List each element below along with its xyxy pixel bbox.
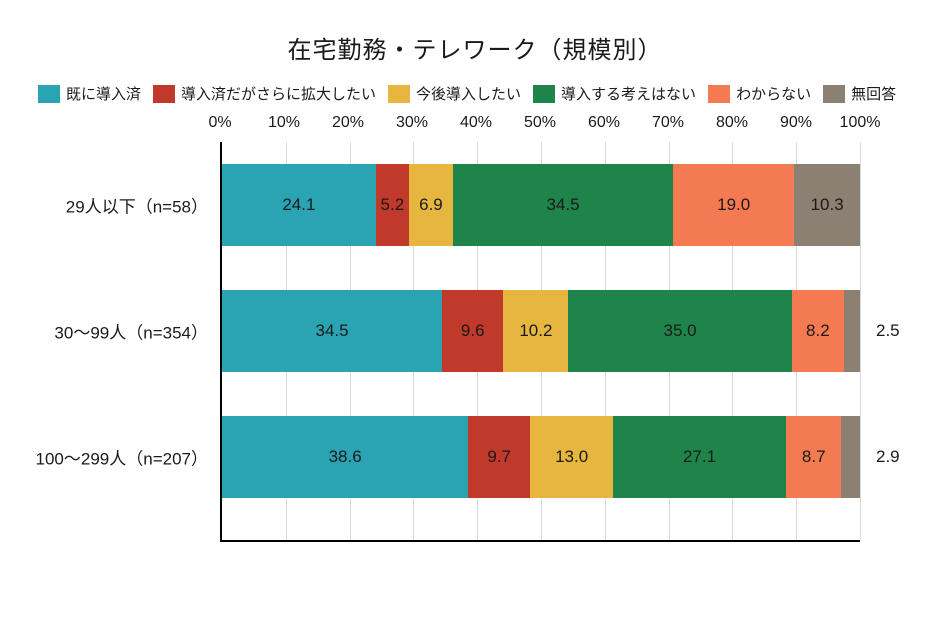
x-tick: 70% [652,114,684,132]
x-tick: 60% [588,114,620,132]
bar-segment: 27.1 [613,416,786,498]
legend-label: 今後導入したい [416,83,521,104]
row-label: 29人以下（n=58） [66,193,222,218]
segment-value: 35.0 [664,321,697,341]
plot-area: 0%10%20%30%40%50%60%70%80%90%100% 29人以下（… [220,114,860,554]
segment-value-outside: 2.5 [860,321,900,341]
x-tick: 90% [780,114,812,132]
bars-area: 29人以下（n=58）24.15.26.934.519.010.330～99人（… [220,142,860,542]
segment-value: 9.6 [461,321,485,341]
bar-segment: 9.6 [442,290,503,372]
x-axis: 0%10%20%30%40%50%60%70%80%90%100% [220,114,860,142]
segment-value: 9.7 [487,447,511,467]
segment-value: 34.5 [316,321,349,341]
bar-segment: 34.5 [222,290,442,372]
legend: 既に導入済 導入済だがさらに拡大したい 今後導入したい 導入する考えはない わからない 無… [30,83,920,104]
segment-value: 19.0 [717,195,750,215]
x-tick: 0% [208,114,231,132]
segment-value: 38.6 [329,447,362,467]
x-tick: 50% [524,114,556,132]
legend-swatch [153,85,175,103]
segment-value: 8.7 [802,447,826,467]
row-label: 100～299人（n=207） [36,445,222,470]
legend-item: 既に導入済 [38,83,141,104]
x-tick: 40% [460,114,492,132]
segment-value: 5.2 [381,195,405,215]
x-tick: 20% [332,114,364,132]
bar-segment: 10.3 [794,164,860,246]
legend-swatch [388,85,410,103]
bar-segment [844,290,860,372]
x-tick: 100% [840,114,881,132]
segment-value: 10.3 [811,195,844,215]
bar-segment: 24.1 [222,164,376,246]
bar-segment: 34.5 [453,164,673,246]
bar-segment: 9.7 [468,416,530,498]
bar-segment [841,416,860,498]
segment-value: 10.2 [519,321,552,341]
legend-item: 無回答 [823,83,896,104]
x-tick: 30% [396,114,428,132]
grid-line [860,142,861,540]
legend-swatch [823,85,845,103]
segment-value: 27.1 [683,447,716,467]
legend-item: 導入する考えはない [533,83,696,104]
row-label: 30～99人（n=354） [54,319,222,344]
legend-swatch [533,85,555,103]
segment-value: 13.0 [555,447,588,467]
x-tick: 10% [268,114,300,132]
legend-swatch [38,85,60,103]
legend-item: わからない [708,83,811,104]
legend-label: 導入済だがさらに拡大したい [181,83,376,104]
bar-segment: 5.2 [376,164,409,246]
segment-value: 6.9 [419,195,443,215]
bar-segment: 8.7 [786,416,842,498]
bar-segment: 6.9 [409,164,453,246]
bar-segment: 13.0 [530,416,613,498]
bar-segment: 35.0 [568,290,791,372]
chart-title: 在宅勤務・テレワーク（規模別） [30,30,920,65]
bar-segment: 8.2 [792,290,844,372]
legend-label: 無回答 [851,83,896,104]
legend-item: 導入済だがさらに拡大したい [153,83,376,104]
legend-item: 今後導入したい [388,83,521,104]
bar-segment: 19.0 [673,164,794,246]
legend-label: 既に導入済 [66,83,141,104]
legend-swatch [708,85,730,103]
bar-segment: 38.6 [222,416,468,498]
bar-row: 100～299人（n=207）38.69.713.027.18.72.9 [222,416,860,498]
chart-container: 在宅勤務・テレワーク（規模別） 既に導入済 導入済だがさらに拡大したい 今後導入した… [0,0,950,625]
bar-row: 30～99人（n=354）34.59.610.235.08.22.5 [222,290,860,372]
bar-row: 29人以下（n=58）24.15.26.934.519.010.3 [222,164,860,246]
segment-value: 34.5 [546,195,579,215]
segment-value: 24.1 [282,195,315,215]
x-tick: 80% [716,114,748,132]
segment-value-outside: 2.9 [860,447,900,467]
legend-label: 導入する考えはない [561,83,696,104]
segment-value: 8.2 [806,321,830,341]
bar-segment: 10.2 [503,290,568,372]
legend-label: わからない [736,83,811,104]
